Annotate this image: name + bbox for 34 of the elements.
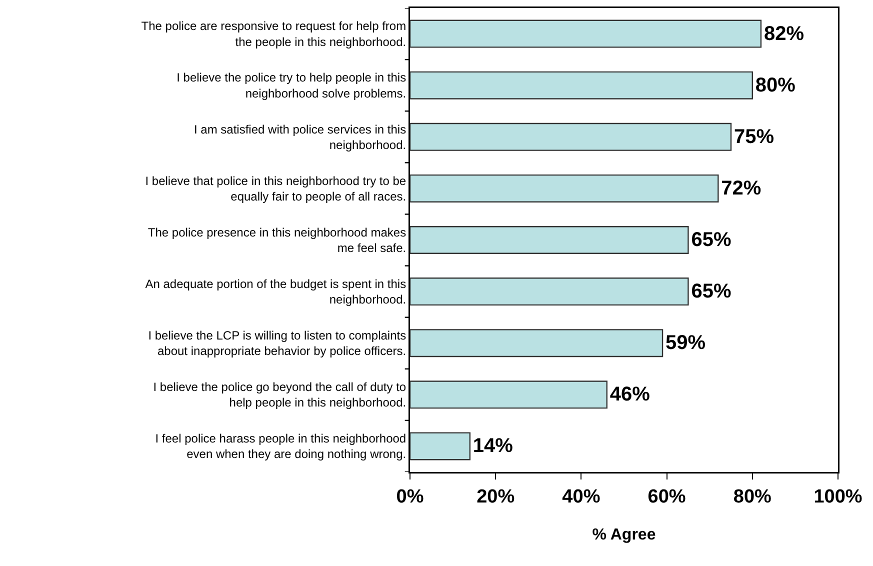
y-tick-label: I feel police harass people in this neighborhood even when they are doing nothing wrong.: [155, 432, 406, 462]
bar: [410, 71, 753, 100]
x-tick-label: 100%: [814, 486, 862, 508]
data-label: 65%: [691, 229, 732, 251]
data-label: 72%: [721, 177, 762, 200]
bar: [410, 432, 471, 460]
x-axis-title: % Agree: [592, 526, 656, 544]
y-tick-label: I believe that police in this neighborhood try to be equally fair to people of all races.: [145, 174, 406, 204]
x-tick-label: 20%: [476, 486, 515, 508]
y-tick-label: I believe the LCP is willing to listen to complaints about inappropriate behavior by police officers.: [148, 328, 406, 358]
bar: [410, 122, 732, 151]
data-label: 14%: [472, 435, 514, 458]
y-tick-label: I believe the police try to help people in this neighborhood solve problems.: [176, 70, 406, 100]
y-tick-label: The police presence in this neighborhood makes me feel safe.: [148, 225, 406, 255]
bar: [410, 226, 689, 254]
y-tick-label: An adequate portion of the budget is spent in this neighborhood.: [145, 276, 406, 307]
bar: [410, 20, 762, 48]
bar: [410, 174, 719, 202]
x-tick-label: 0%: [396, 486, 424, 508]
data-label: 82%: [764, 22, 804, 45]
data-label: 59%: [666, 332, 706, 354]
y-tick-label: I am satisfied with police services in this neighborhood.: [194, 122, 406, 152]
y-tick-label: I believe the police go beyond the call of duty to help people in this neighborhood.: [153, 380, 406, 410]
x-tick-label: 60%: [648, 486, 686, 508]
bar: [410, 380, 608, 409]
y-tick-label: The police are responsive to request for help from the people in this neighborhood.: [141, 19, 406, 49]
data-label: 65%: [691, 280, 732, 303]
x-tick-label: 40%: [562, 486, 600, 508]
bar: [410, 329, 664, 358]
bar: [410, 278, 689, 306]
x-tick-label: 80%: [733, 486, 772, 508]
data-label: 46%: [610, 384, 650, 406]
data-label: 75%: [734, 126, 774, 148]
data-label: 80%: [755, 74, 796, 96]
